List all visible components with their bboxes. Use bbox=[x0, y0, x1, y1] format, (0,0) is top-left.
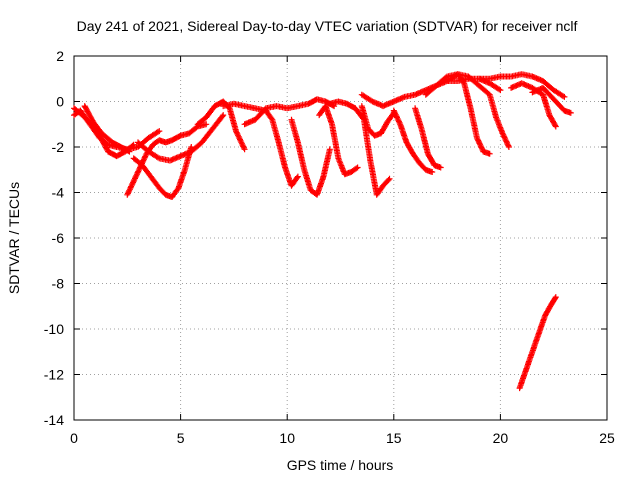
data-point-markers bbox=[390, 107, 436, 175]
series-arc-11 bbox=[316, 103, 361, 178]
series-arc-21 bbox=[529, 84, 574, 116]
y-tick-label: -6 bbox=[52, 230, 65, 246]
x-axis-ticks: 0 5 10 15 20 25 bbox=[70, 56, 615, 446]
data-point-markers bbox=[476, 71, 568, 100]
x-tick-label: 0 bbox=[70, 430, 78, 446]
series-arc-16 bbox=[412, 105, 444, 171]
x-axis-label: GPS time / hours bbox=[287, 457, 394, 473]
y-axis-ticks: 2 0 -2 -4 -6 -8 -10 -12 -14 bbox=[44, 48, 607, 428]
data-point-markers bbox=[288, 116, 333, 198]
series-arc-3 bbox=[81, 103, 133, 155]
y-tick-label: -8 bbox=[52, 276, 65, 292]
x-tick-label: 10 bbox=[279, 430, 295, 446]
series-arc-5 bbox=[130, 144, 195, 200]
series-arc-17 bbox=[422, 71, 493, 157]
data-point-markers bbox=[316, 103, 361, 178]
data-point-markers bbox=[124, 121, 210, 198]
y-tick-label: 2 bbox=[56, 48, 64, 64]
series-arc-6 bbox=[135, 112, 227, 164]
y-tick-label: -4 bbox=[52, 185, 65, 201]
series-arc-4 bbox=[124, 121, 210, 198]
series-arc-15 bbox=[390, 107, 436, 175]
data-point-markers bbox=[130, 144, 195, 200]
series-arc-9 bbox=[241, 96, 338, 128]
data-markers bbox=[71, 71, 574, 392]
series-arc-10 bbox=[288, 116, 333, 198]
y-tick-label: -12 bbox=[44, 367, 64, 383]
y-tick-label: -14 bbox=[44, 412, 64, 428]
series-arc-18 bbox=[444, 71, 512, 150]
data-point-markers bbox=[358, 103, 397, 139]
data-point-markers bbox=[422, 71, 493, 157]
x-tick-label: 25 bbox=[599, 430, 615, 446]
series-arc-22 bbox=[516, 294, 559, 392]
data-point-markers bbox=[516, 294, 559, 392]
series-arc-19 bbox=[476, 71, 568, 100]
y-axis-label: SDTVAR / TECUs bbox=[6, 182, 22, 294]
data-point-markers bbox=[412, 105, 444, 171]
data-point-markers bbox=[444, 71, 512, 150]
series-arc-8 bbox=[220, 100, 301, 189]
y-tick-label: -2 bbox=[52, 139, 65, 155]
data-point-markers bbox=[529, 84, 574, 116]
x-tick-label: 20 bbox=[493, 430, 509, 446]
data-point-markers bbox=[241, 96, 338, 128]
y-tick-label: 0 bbox=[56, 94, 64, 110]
data-point-markers bbox=[135, 112, 227, 164]
data-point-markers bbox=[81, 103, 133, 155]
data-point-markers bbox=[220, 100, 301, 189]
y-tick-label: -10 bbox=[44, 321, 64, 337]
x-tick-label: 5 bbox=[177, 430, 185, 446]
series-arc-13 bbox=[358, 103, 397, 139]
chart-title: Day 241 of 2021, Sidereal Day-to-day VTE… bbox=[77, 18, 578, 34]
x-tick-label: 15 bbox=[386, 430, 402, 446]
